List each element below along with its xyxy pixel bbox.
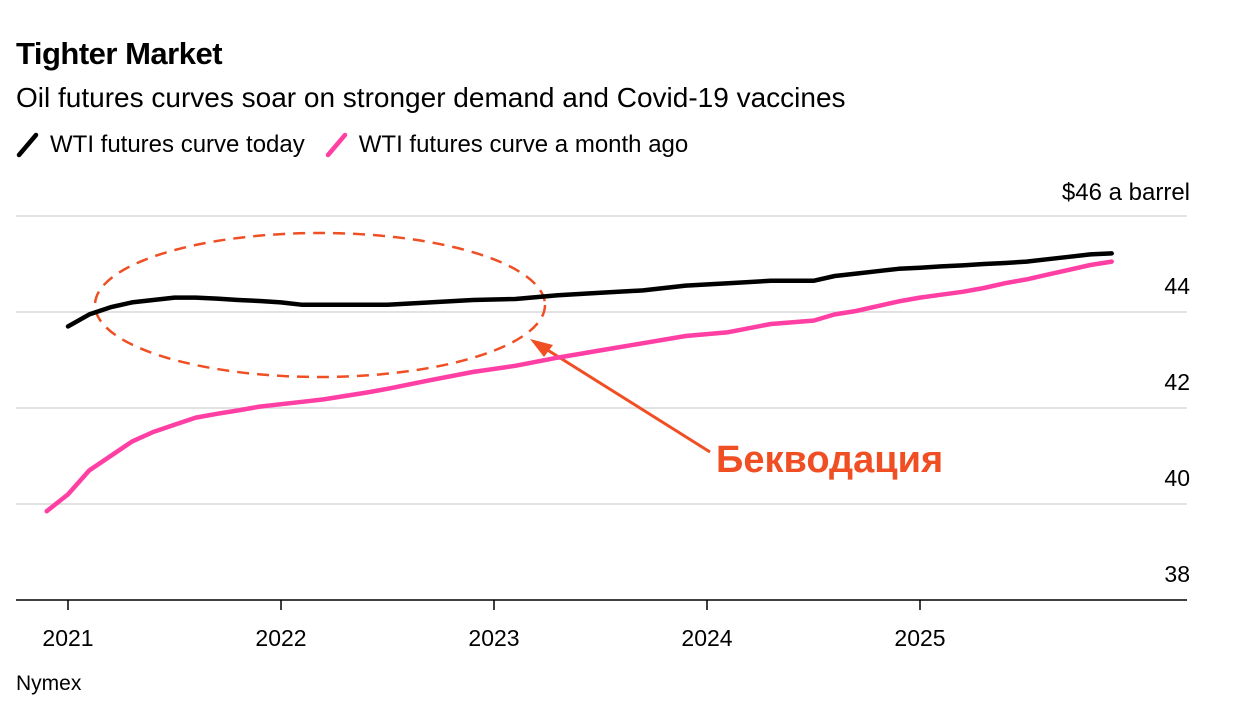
series-line-today [65,251,1114,329]
legend-label-month-ago: WTI futures curve a month ago [358,131,689,158]
legend: WTI futures curve today WTI futures curv… [16,130,708,160]
annotation-arrowhead-icon [530,339,553,357]
x-tick-label: 2023 [468,625,519,651]
y-tick-label: 42 [1164,369,1190,395]
x-tick-label: 2021 [42,625,93,651]
annotation-arrow-line [537,342,711,454]
series-line-month-ago [44,259,1114,514]
chart-title: Tighter Market [16,36,223,71]
y-unit-label: $46 a barrel [1062,179,1190,206]
annotation-layer: Бекводация [93,231,943,481]
series-layer [44,251,1114,514]
x-tick-label: 2022 [255,625,306,651]
legend-label-today: WTI futures curve today [50,131,305,158]
axis-layer: 38 40 42 44 2021 2022 2023 2024 2025 [16,273,1190,651]
chart-subtitle: Oil futures curves soar on stronger dema… [16,82,846,113]
legend-item-month-ago: WTI futures curve a month ago [325,130,688,160]
legend-swatch-month-ago-icon [325,132,348,158]
legend-item-today: WTI futures curve today [16,130,305,160]
x-tick-label: 2024 [681,625,732,651]
y-tick-label: 44 [1164,273,1190,299]
source-note: Nymex [16,672,82,695]
annotation-label: Бекводация [716,439,943,481]
y-tick-label: 38 [1164,561,1190,587]
grid-layer [16,215,1187,505]
backwardation-ellipse [93,231,547,379]
y-tick-label: 40 [1164,465,1190,491]
x-tick-label: 2025 [894,625,945,651]
legend-swatch-today-icon [16,132,39,158]
